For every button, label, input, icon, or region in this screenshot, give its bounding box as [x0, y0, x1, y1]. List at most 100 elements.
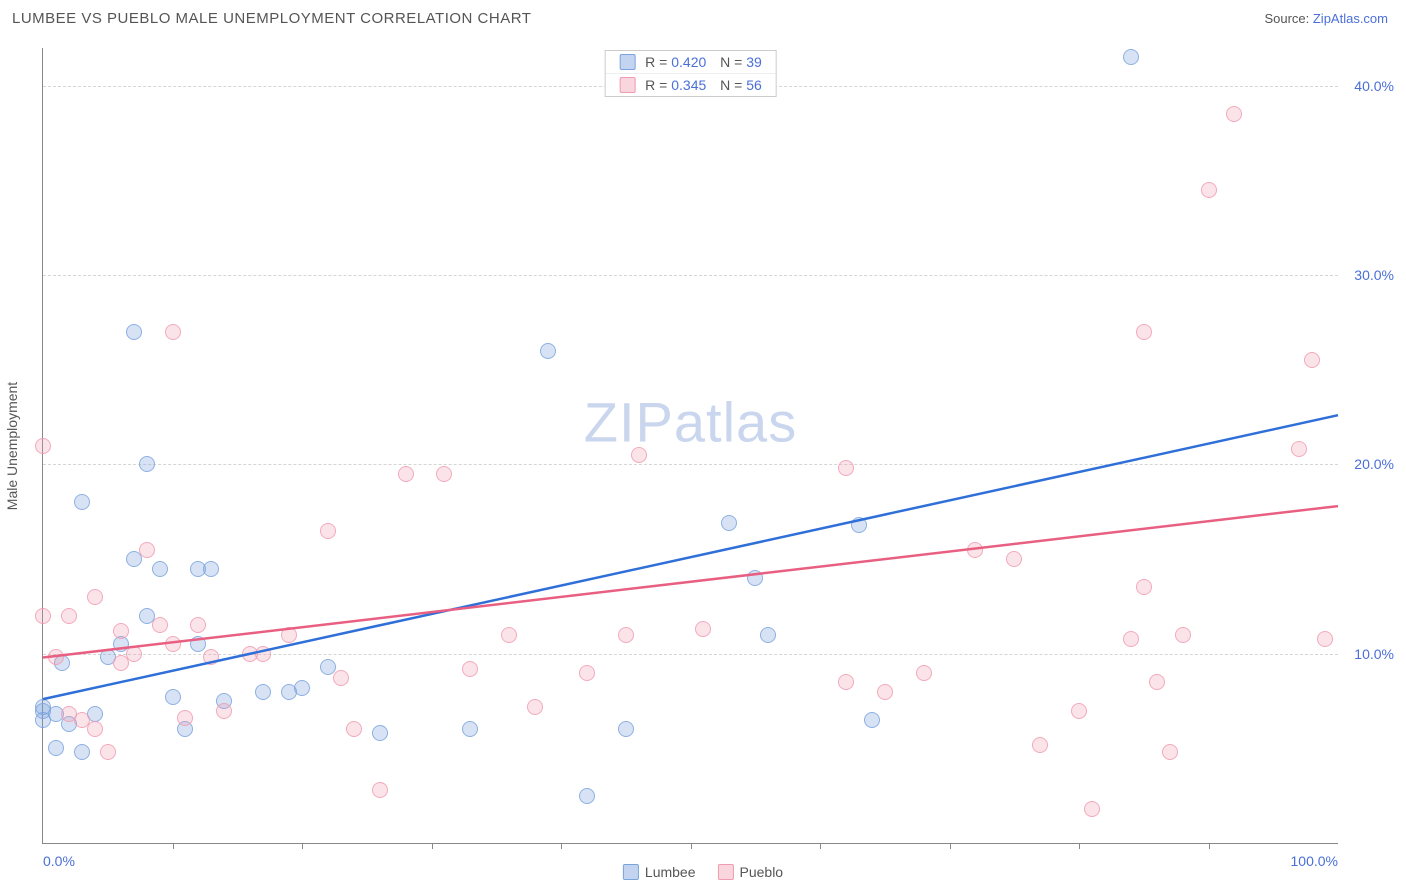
gridline: [43, 654, 1338, 655]
x-tick: [691, 843, 692, 849]
data-point: [462, 721, 478, 737]
data-point: [1317, 631, 1333, 647]
data-point: [579, 665, 595, 681]
data-point: [838, 674, 854, 690]
x-tick-label: 100.0%: [1291, 853, 1338, 869]
trend-line: [43, 415, 1338, 699]
data-point: [1084, 801, 1100, 817]
x-tick: [561, 843, 562, 849]
y-tick-label: 30.0%: [1354, 267, 1394, 283]
data-point: [540, 343, 556, 359]
y-axis-title: Male Unemployment: [4, 382, 20, 510]
y-tick-label: 40.0%: [1354, 78, 1394, 94]
data-point: [126, 646, 142, 662]
data-point: [618, 627, 634, 643]
source-link[interactable]: ZipAtlas.com: [1313, 11, 1388, 26]
data-point: [838, 460, 854, 476]
data-point: [618, 721, 634, 737]
data-point: [61, 608, 77, 624]
x-tick: [432, 843, 433, 849]
swatch-blue-icon: [623, 864, 639, 880]
data-point: [877, 684, 893, 700]
data-point: [579, 788, 595, 804]
data-point: [74, 494, 90, 510]
data-point: [1032, 737, 1048, 753]
data-point: [190, 636, 206, 652]
data-point: [35, 608, 51, 624]
swatch-blue-icon: [619, 54, 635, 70]
data-point: [747, 570, 763, 586]
scatter-chart: ZIPatlas R = 0.420 N = 39 R = 0.345 N = …: [42, 48, 1338, 844]
data-point: [1136, 579, 1152, 595]
data-point: [1175, 627, 1191, 643]
x-tick: [1079, 843, 1080, 849]
data-point: [152, 617, 168, 633]
x-tick: [950, 843, 951, 849]
data-point: [527, 699, 543, 715]
data-point: [1006, 551, 1022, 567]
data-point: [631, 447, 647, 463]
data-point: [462, 661, 478, 677]
data-point: [190, 617, 206, 633]
y-tick-label: 20.0%: [1354, 456, 1394, 472]
data-point: [1136, 324, 1152, 340]
data-point: [165, 636, 181, 652]
data-point: [87, 589, 103, 605]
data-point: [139, 456, 155, 472]
data-point: [1201, 182, 1217, 198]
data-point: [721, 515, 737, 531]
swatch-pink-icon: [619, 77, 635, 93]
data-point: [1071, 703, 1087, 719]
y-tick-label: 10.0%: [1354, 646, 1394, 662]
data-point: [760, 627, 776, 643]
data-point: [139, 542, 155, 558]
chart-title: LUMBEE VS PUEBLO MALE UNEMPLOYMENT CORRE…: [12, 10, 531, 27]
data-point: [113, 623, 129, 639]
x-tick: [1209, 843, 1210, 849]
legend-item-pueblo: Pueblo: [718, 864, 784, 880]
data-point: [1162, 744, 1178, 760]
watermark: ZIPatlas: [584, 389, 797, 454]
source-attribution: Source: ZipAtlas.com: [1264, 11, 1388, 26]
data-point: [165, 689, 181, 705]
data-point: [203, 561, 219, 577]
data-point: [916, 665, 932, 681]
data-point: [1304, 352, 1320, 368]
legend-row-lumbee: R = 0.420 N = 39: [605, 51, 776, 73]
legend-row-pueblo: R = 0.345 N = 56: [605, 73, 776, 96]
data-point: [1149, 674, 1165, 690]
data-point: [372, 782, 388, 798]
data-point: [1226, 106, 1242, 122]
data-point: [501, 627, 517, 643]
data-point: [48, 740, 64, 756]
data-point: [294, 680, 310, 696]
x-tick: [820, 843, 821, 849]
data-point: [864, 712, 880, 728]
data-point: [126, 324, 142, 340]
data-point: [695, 621, 711, 637]
correlation-legend: R = 0.420 N = 39 R = 0.345 N = 56: [604, 50, 777, 97]
data-point: [87, 721, 103, 737]
data-point: [333, 670, 349, 686]
data-point: [436, 466, 452, 482]
data-point: [851, 517, 867, 533]
series-legend: Lumbee Pueblo: [623, 864, 783, 880]
data-point: [152, 561, 168, 577]
data-point: [100, 744, 116, 760]
data-point: [281, 627, 297, 643]
swatch-pink-icon: [718, 864, 734, 880]
data-point: [203, 649, 219, 665]
x-tick: [302, 843, 303, 849]
gridline: [43, 464, 1338, 465]
data-point: [165, 324, 181, 340]
data-point: [1123, 631, 1139, 647]
data-point: [346, 721, 362, 737]
data-point: [967, 542, 983, 558]
data-point: [255, 684, 271, 700]
data-point: [1123, 49, 1139, 65]
gridline: [43, 275, 1338, 276]
x-tick-label: 0.0%: [43, 853, 75, 869]
data-point: [255, 646, 271, 662]
legend-item-lumbee: Lumbee: [623, 864, 696, 880]
x-tick: [173, 843, 174, 849]
